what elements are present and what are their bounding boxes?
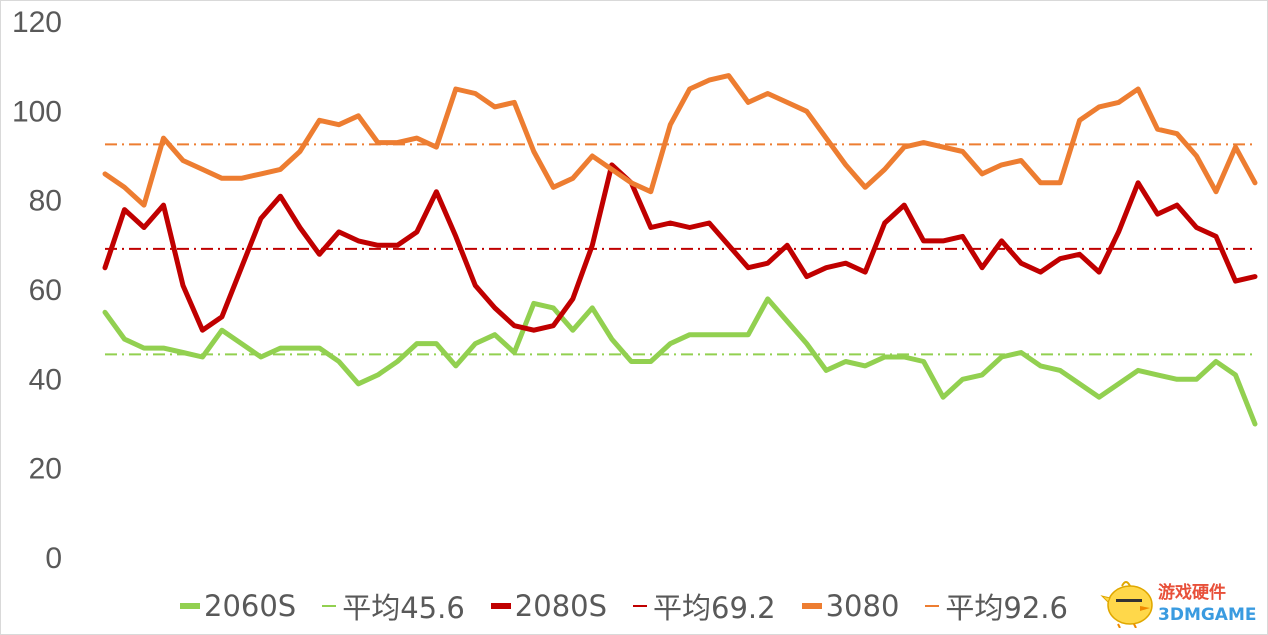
legend-item-2060s: 2060S (180, 589, 296, 623)
legend-label: 平均92.6 (945, 591, 1068, 625)
legend-swatch-3080 (801, 603, 822, 609)
y-tick-label: 120 (12, 6, 62, 39)
y-tick-label: 80 (29, 185, 62, 218)
y-tick-label: 60 (29, 274, 62, 307)
legend-label: 3080 (825, 589, 900, 623)
legend-label: 平均45.6 (342, 591, 465, 625)
legend-dash-2080s-avg (633, 605, 648, 607)
legend-dash-3080-avg (925, 605, 940, 607)
watermark-logo: 游戏硬件 3DMGAME (1100, 572, 1260, 629)
legend-item-avg-3080: 平均92.6 (925, 585, 1068, 627)
y-tick-label: 20 (29, 453, 62, 486)
legend-label: 平均69.2 (653, 591, 776, 625)
legend-item-3080: 3080 (801, 589, 900, 623)
watermark-line1: 游戏硬件 (1158, 582, 1226, 603)
y-tick-label: 0 (45, 542, 62, 575)
series-line (102, 162, 1258, 333)
legend-label: 2080S (514, 589, 608, 623)
y-tick-label: 100 (12, 95, 62, 128)
series-lines (102, 73, 1258, 427)
legend-dash-2060s-avg (322, 605, 337, 607)
series-line (102, 296, 1258, 427)
legend-item-2080s: 2080S (490, 589, 608, 623)
watermark-line2: 3DMGAME (1158, 605, 1257, 625)
chart-legend: 2060S 平均45.6 2080S 平均69.2 3080 平均92.6 (180, 584, 1094, 628)
y-axis-ticks: 0 20 40 60 80 100 120 (12, 6, 62, 575)
chick-mascot-icon: 游戏硬件 3DMGAME (1100, 581, 1257, 629)
legend-swatch-2060s (180, 603, 200, 609)
average-lines (105, 143, 1255, 356)
legend-label: 2060S (204, 589, 297, 623)
series-line (102, 73, 1258, 208)
legend-item-avg-2060s: 平均45.6 (322, 585, 465, 627)
legend-swatch-2080s (490, 603, 511, 609)
y-tick-label: 40 (29, 363, 62, 396)
legend-item-avg-2080s: 平均69.2 (633, 585, 776, 627)
